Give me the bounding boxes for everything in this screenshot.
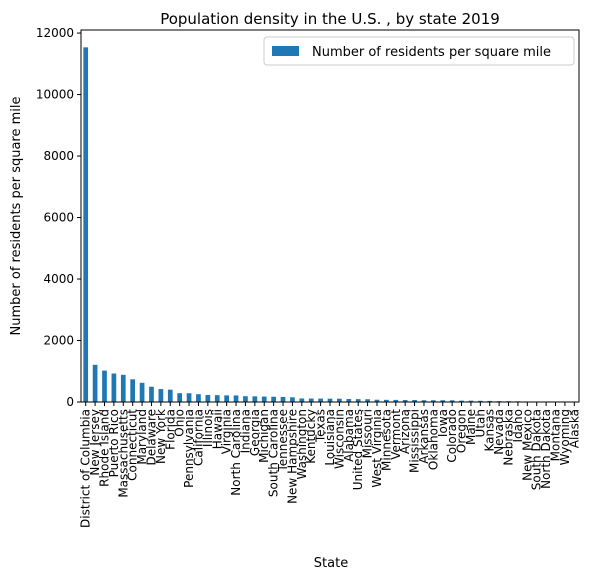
y-axis-label: Number of residents per square mile <box>9 97 24 336</box>
bar <box>121 375 126 402</box>
legend: Number of residents per square mile <box>264 37 574 65</box>
bar <box>83 47 88 402</box>
bar <box>299 398 304 402</box>
bar <box>252 396 257 402</box>
bar <box>130 379 135 402</box>
bar <box>290 397 295 402</box>
bar <box>140 383 145 402</box>
y-tick-label: 10000 <box>36 88 74 102</box>
bar <box>149 387 154 402</box>
bar <box>196 394 201 402</box>
y-tick-label: 12000 <box>36 26 74 40</box>
bar <box>159 389 164 402</box>
legend-swatch <box>272 46 299 56</box>
y-tick-label: 4000 <box>43 272 74 286</box>
chart-title: Population density in the U.S. , by stat… <box>160 10 500 28</box>
x-axis-label: State <box>314 556 348 571</box>
bar <box>102 371 107 402</box>
bar <box>206 395 211 402</box>
y-tick-label: 0 <box>66 395 74 409</box>
bar <box>281 397 286 402</box>
bar <box>234 395 239 402</box>
bar <box>93 365 98 402</box>
bar <box>318 399 323 402</box>
bar <box>271 397 276 402</box>
bar <box>243 396 248 402</box>
x-tick-label: Alaska <box>567 409 581 448</box>
bar <box>112 374 117 402</box>
y-tick-label: 6000 <box>43 211 74 225</box>
bar <box>224 395 229 402</box>
bar <box>177 393 182 402</box>
bar <box>168 390 173 402</box>
legend-label: Number of residents per square mile <box>312 45 551 60</box>
bar <box>309 399 314 402</box>
y-tick-label: 8000 <box>43 149 74 163</box>
bar <box>262 397 267 402</box>
bar <box>187 393 192 402</box>
bar <box>215 395 220 402</box>
y-tick-label: 2000 <box>43 334 74 348</box>
